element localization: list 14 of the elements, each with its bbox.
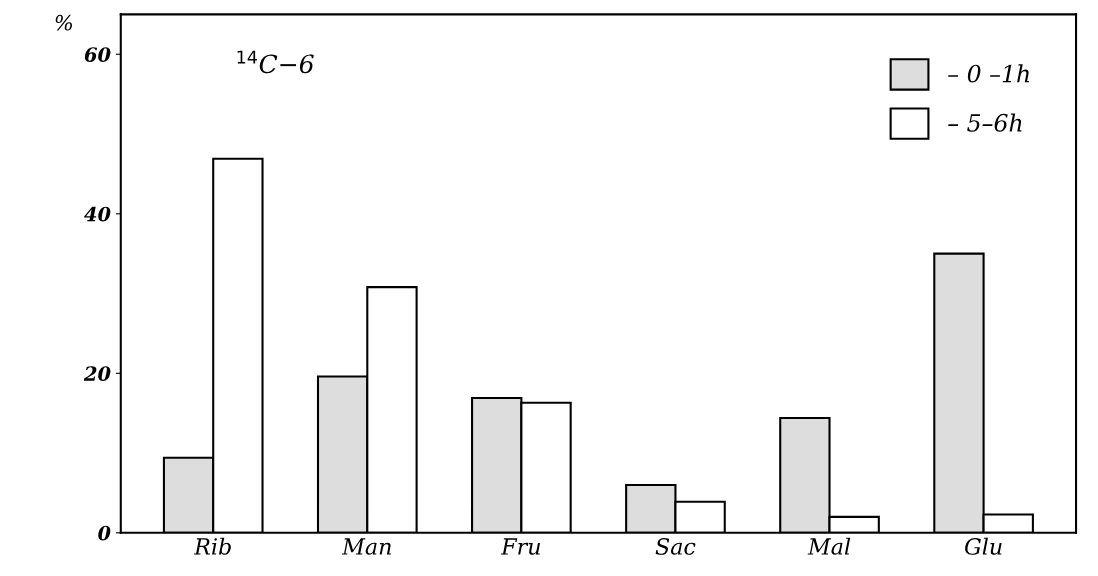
x-tick-label: Fru (500, 538, 540, 555)
x-tick-label: Glu (965, 537, 1002, 555)
y-tick-label: 40 (84, 206, 111, 222)
legend-label: – 0 –1h (948, 64, 1030, 83)
annotation: $^{14}$C−6 (237, 50, 314, 74)
y-tick-label: 20 (83, 366, 111, 381)
y-axis-title: % (55, 14, 72, 31)
y-tick-label: 0 (98, 525, 111, 541)
x-tick-label: Rib (193, 537, 231, 555)
x-tick-label: Man (341, 538, 391, 555)
x-tick-label: Mal (807, 537, 851, 555)
legend-label: – 5–6h (948, 113, 1022, 132)
x-tick-label: Sac (655, 538, 696, 555)
y-tick-label: 60 (84, 47, 111, 62)
